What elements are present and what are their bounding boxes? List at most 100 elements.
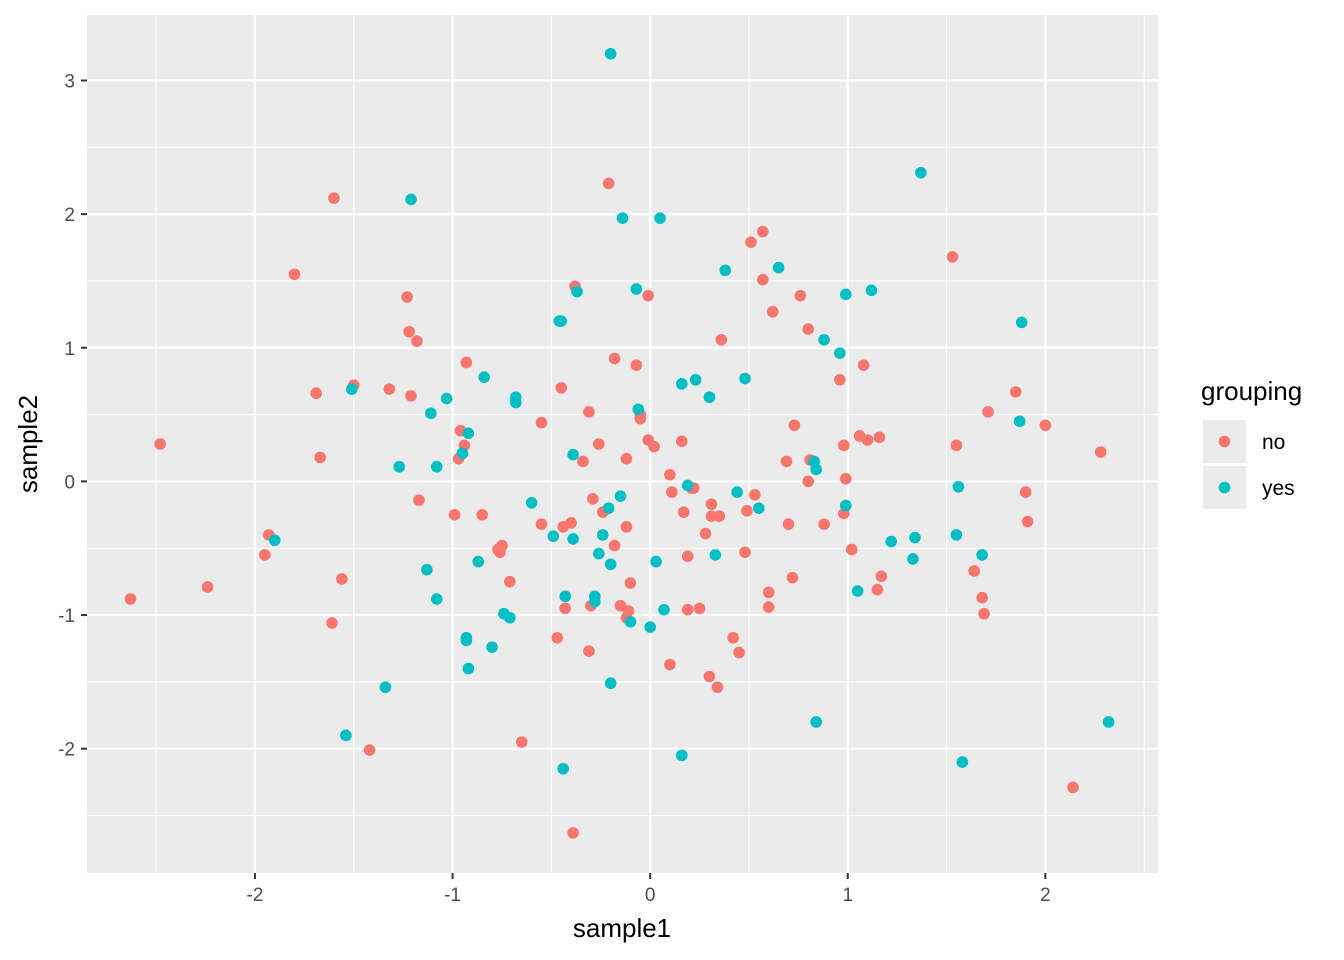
- point-no: [1094, 446, 1107, 458]
- point-no: [577, 455, 589, 468]
- point-no: [515, 736, 528, 748]
- point-no: [802, 475, 815, 488]
- point-yes: [440, 392, 453, 405]
- point-no: [1019, 486, 1032, 498]
- point-yes: [393, 460, 406, 473]
- point-no: [314, 451, 326, 464]
- point-no: [845, 543, 858, 556]
- point-no: [622, 605, 635, 617]
- point-yes: [268, 534, 281, 547]
- point-no: [762, 586, 775, 599]
- point-yes: [731, 486, 743, 498]
- point-yes: [851, 585, 864, 597]
- point-no: [861, 434, 874, 446]
- point-no: [496, 539, 508, 552]
- point-no: [705, 498, 718, 510]
- point-yes: [571, 285, 583, 298]
- point-no: [476, 509, 489, 521]
- point-no: [976, 591, 988, 604]
- x-tick-label: 1: [842, 885, 853, 906]
- point-yes: [907, 553, 919, 565]
- point-yes: [456, 447, 469, 460]
- point-yes: [915, 166, 927, 179]
- point-yes: [976, 549, 988, 561]
- point-yes: [810, 463, 822, 476]
- point-no: [620, 452, 633, 465]
- point-no: [664, 658, 676, 671]
- point-no: [403, 325, 415, 338]
- point-no: [624, 577, 637, 589]
- point-yes: [818, 333, 830, 346]
- point-yes: [478, 371, 490, 383]
- point-yes: [345, 383, 358, 396]
- y-tick-label: 0: [64, 472, 75, 493]
- point-no: [950, 439, 963, 452]
- point-no: [946, 251, 959, 263]
- point-yes: [810, 716, 822, 728]
- point-no: [681, 603, 694, 616]
- legend-swatch-no: [1218, 435, 1231, 448]
- point-yes: [624, 615, 637, 628]
- point-no: [745, 236, 757, 248]
- point-no: [978, 607, 990, 620]
- point-no: [681, 550, 694, 563]
- point-no: [583, 406, 595, 418]
- point-no: [871, 583, 884, 596]
- point-yes: [430, 460, 443, 473]
- point-no: [818, 518, 830, 530]
- point-no: [741, 505, 753, 517]
- point-yes: [604, 47, 617, 60]
- point-yes: [472, 555, 485, 568]
- point-yes: [340, 729, 352, 742]
- point-no: [1021, 515, 1034, 528]
- point-yes: [596, 529, 609, 541]
- point-no: [839, 472, 852, 485]
- point-no: [711, 681, 724, 694]
- point-yes: [557, 762, 570, 775]
- point-yes: [462, 662, 475, 675]
- x-tick-label: 0: [645, 885, 656, 906]
- point-yes: [567, 533, 579, 545]
- point-no: [567, 827, 579, 839]
- point-yes: [430, 593, 443, 605]
- point-yes: [460, 634, 473, 647]
- point-yes: [555, 315, 568, 327]
- point-no: [788, 419, 801, 432]
- major-gridlines: [87, 15, 1158, 873]
- point-yes: [952, 480, 965, 493]
- point-no: [648, 440, 660, 453]
- point-no: [982, 406, 994, 418]
- point-no: [786, 571, 799, 584]
- point-no: [802, 323, 815, 335]
- point-yes: [632, 403, 645, 416]
- point-yes: [1013, 415, 1026, 428]
- point-yes: [614, 490, 627, 502]
- point-no: [383, 383, 396, 396]
- point-yes: [425, 407, 437, 420]
- point-no: [288, 268, 301, 281]
- point-no: [677, 506, 690, 518]
- x-tick-label: 2: [1040, 885, 1051, 906]
- point-no: [713, 510, 726, 522]
- point-no: [363, 744, 376, 756]
- y-tick-label: 1: [64, 339, 75, 360]
- point-yes: [675, 378, 688, 390]
- point-no: [968, 565, 981, 577]
- point-yes: [834, 347, 846, 359]
- point-no: [608, 539, 621, 552]
- x-tick-label: -2: [247, 885, 264, 906]
- point-no: [666, 486, 678, 498]
- point-yes: [509, 396, 522, 409]
- point-yes: [602, 502, 615, 514]
- point-no: [780, 455, 793, 468]
- point-yes: [950, 529, 963, 541]
- x-tick-label: -1: [444, 885, 461, 906]
- point-no: [1039, 419, 1052, 432]
- point-no: [328, 192, 340, 204]
- legend-items: no yes: [1203, 420, 1295, 509]
- point-no: [749, 488, 761, 501]
- y-axis: -2 -1 0 1 2 3: [58, 71, 87, 761]
- point-no: [727, 631, 739, 644]
- y-tick-label: 2: [64, 205, 75, 226]
- point-yes: [658, 603, 670, 616]
